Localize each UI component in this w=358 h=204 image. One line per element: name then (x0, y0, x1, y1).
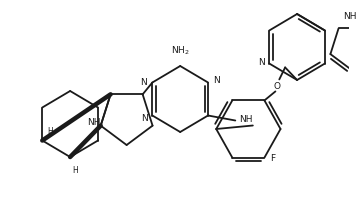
Text: N: N (141, 113, 147, 122)
Text: NH: NH (239, 114, 253, 123)
Text: H: H (72, 165, 78, 174)
Text: N: N (258, 58, 265, 67)
Text: NH: NH (87, 118, 101, 127)
Text: O: O (274, 82, 281, 91)
Text: NH: NH (343, 12, 357, 21)
Text: H: H (47, 127, 53, 136)
Text: N: N (140, 78, 147, 87)
Text: N: N (213, 76, 220, 85)
Text: NH$_2$: NH$_2$ (171, 44, 189, 57)
Text: F: F (270, 153, 275, 162)
